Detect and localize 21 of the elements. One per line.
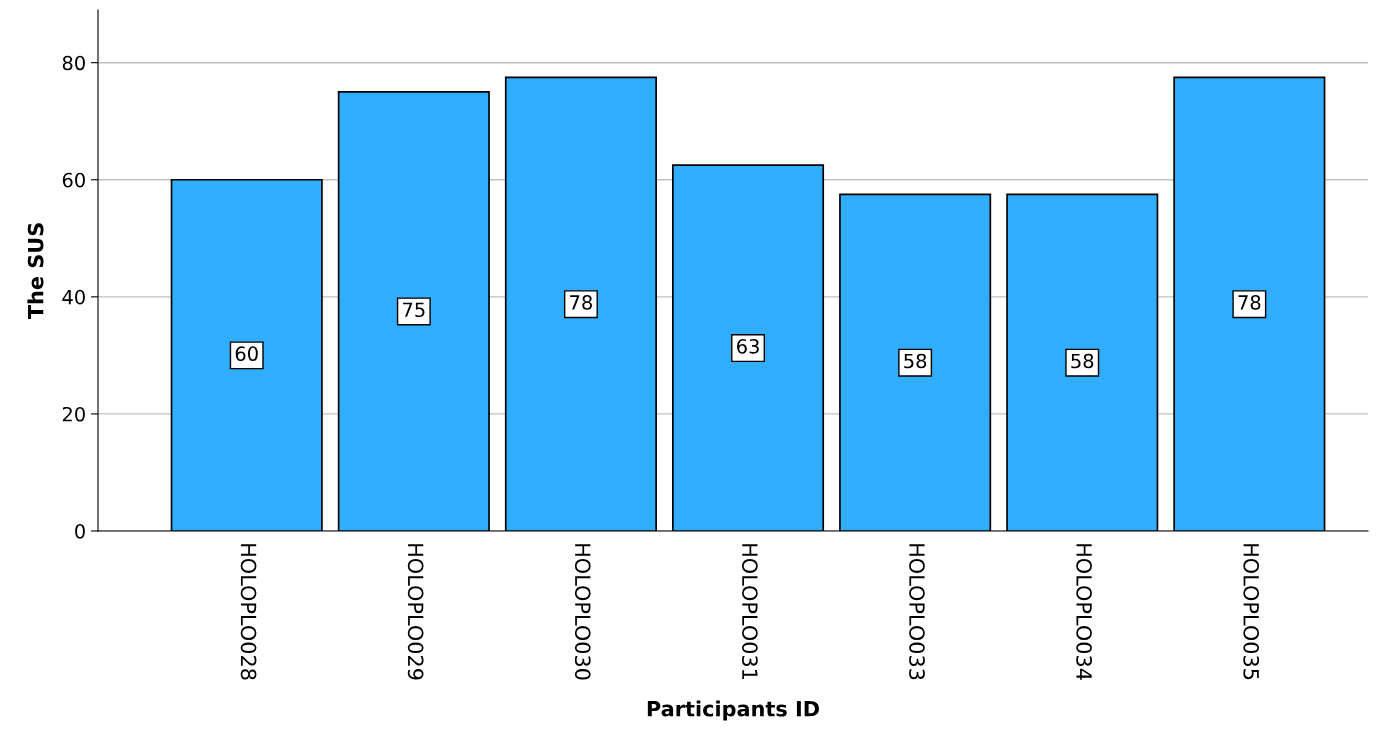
data-label: 58 — [1071, 353, 1094, 369]
y-tick-label: 20 — [62, 406, 85, 422]
y-tick-label: 60 — [62, 172, 85, 188]
data-label: 78 — [1238, 295, 1261, 310]
y-tick-label: 0 — [75, 523, 85, 539]
x-tick-label: HOLOPLO029 — [407, 544, 424, 680]
x-tick-label: HOLOPLO035 — [1243, 544, 1260, 680]
data-label: 75 — [403, 302, 425, 318]
y-axis-title: The SUS — [27, 223, 44, 320]
x-tick-label: HOLOPLO030 — [574, 544, 591, 680]
x-tick-label: HOLOPLO031 — [741, 544, 758, 680]
x-tick-label: HOLOPLO034 — [1076, 544, 1092, 680]
data-label: 63 — [737, 339, 759, 354]
data-label: 60 — [235, 346, 258, 362]
data-label: 58 — [904, 353, 927, 369]
y-tick-label: 40 — [62, 289, 85, 305]
y-tick-label: 80 — [62, 55, 85, 71]
x-axis-title: Participants ID — [647, 700, 819, 721]
x-tick-label: HOLOPLO033 — [909, 544, 925, 680]
x-tick-label: HOLOPLO028 — [240, 544, 257, 680]
data-label: 78 — [570, 295, 592, 310]
